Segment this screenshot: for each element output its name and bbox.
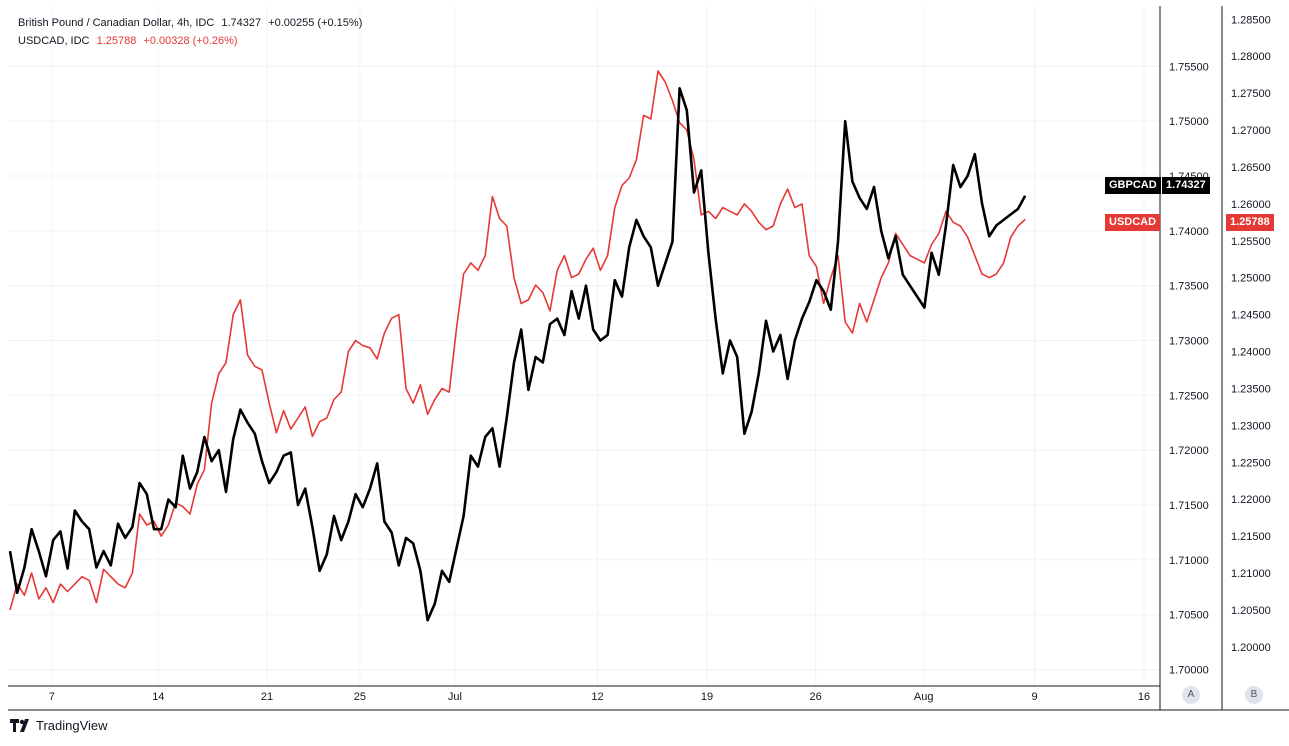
price-axis-b[interactable]: 1.28500 1.28000 1.27500 1.27000 1.26500 1.260… bbox=[1231, 14, 1271, 654]
axis-b-tick-label: 1.28000 bbox=[1231, 51, 1271, 63]
axis-a-tick-label: 1.73500 bbox=[1169, 281, 1209, 293]
axis-b-tick-label: 1.26000 bbox=[1231, 199, 1271, 211]
legend-usdcad-price: 1.25788 bbox=[96, 35, 137, 47]
tradingview-logo[interactable]: TradingView bbox=[10, 718, 108, 733]
axis-b-tick-label: 1.22000 bbox=[1231, 494, 1271, 506]
series-line-gbpcad[interactable] bbox=[8, 87, 1027, 622]
axis-a-tick-label: 1.72000 bbox=[1169, 445, 1209, 457]
axis-a-button[interactable]: A bbox=[1182, 686, 1200, 704]
axis-b-tick-label: 1.27000 bbox=[1231, 125, 1271, 137]
axis-b-tick-label: 1.23000 bbox=[1231, 420, 1271, 432]
legend-gbpcad-change: +0.00255 (+0.15%) bbox=[268, 17, 363, 29]
usdcad-price-badge: 1.25788 bbox=[1226, 214, 1274, 231]
axis-a-tick-label: 1.75500 bbox=[1169, 61, 1209, 73]
time-tick-label: 19 bbox=[701, 691, 713, 703]
axis-b-tick-label: 1.25500 bbox=[1231, 236, 1271, 248]
time-tick-label: 12 bbox=[591, 691, 603, 703]
legend-gbpcad-price: 1.74327 bbox=[221, 17, 262, 29]
time-tick-label: 16 bbox=[1138, 691, 1150, 703]
axis-a-tick-label: 1.75000 bbox=[1169, 116, 1209, 128]
usdcad-label-badge: USDCAD bbox=[1105, 214, 1161, 231]
axis-b-tick-label: 1.24000 bbox=[1231, 347, 1271, 359]
price-axis-a[interactable]: 1.755001.750001.745001.740001.735001.730… bbox=[1169, 61, 1209, 676]
axis-b-tick-label: 1.25000 bbox=[1231, 273, 1271, 285]
axis-b-tick-label: 1.26500 bbox=[1231, 162, 1271, 174]
axis-a-tick-label: 1.71500 bbox=[1169, 500, 1209, 512]
time-tick-label: 21 bbox=[261, 691, 273, 703]
legend-usdcad-change: +0.00328 (+0.26%) bbox=[143, 35, 238, 47]
legend-gbpcad[interactable]: British Pound / Canadian Dollar, 4h, IDC… bbox=[18, 17, 362, 29]
time-axis[interactable]: 7 14 21 25 Jul 12 19 26 Aug 9 16 bbox=[49, 691, 1150, 703]
grid bbox=[8, 6, 1160, 686]
time-tick-label: 26 bbox=[810, 691, 822, 703]
series-layer bbox=[8, 70, 1027, 622]
axis-b-tick-label: 1.24500 bbox=[1231, 310, 1271, 322]
legend-gbpcad-name: British Pound / Canadian Dollar, 4h, IDC bbox=[18, 17, 215, 29]
time-tick-label: Jul bbox=[448, 691, 462, 703]
axis-a-tick-label: 1.73000 bbox=[1169, 336, 1209, 348]
axis-b-tick-label: 1.27500 bbox=[1231, 88, 1271, 100]
axis-b-tick-label: 1.20500 bbox=[1231, 605, 1271, 617]
axis-a-tick-label: 1.70500 bbox=[1169, 610, 1209, 622]
time-tick-label: 14 bbox=[152, 691, 164, 703]
legend-usdcad-name: USDCAD, IDC bbox=[18, 35, 90, 47]
gbpcad-label-badge: GBPCAD bbox=[1105, 177, 1161, 194]
time-tick-label: 7 bbox=[49, 691, 55, 703]
axis-a-tick-label: 1.71000 bbox=[1169, 555, 1209, 567]
time-tick-label: 25 bbox=[354, 691, 366, 703]
gbpcad-price-badge: 1.74327 bbox=[1162, 177, 1210, 194]
axis-b-tick-label: 1.28500 bbox=[1231, 14, 1271, 26]
axis-b-tick-label: 1.22500 bbox=[1231, 457, 1271, 469]
tradingview-text: TradingView bbox=[36, 718, 108, 733]
axis-b-tick-label: 1.21000 bbox=[1231, 568, 1271, 580]
axis-b-tick-label: 1.20000 bbox=[1231, 642, 1271, 654]
axis-a-tick-label: 1.70000 bbox=[1169, 665, 1209, 677]
time-tick-label: Aug bbox=[914, 691, 934, 703]
axis-a-tick-label: 1.72500 bbox=[1169, 390, 1209, 402]
legend-usdcad[interactable]: USDCAD, IDC 1.25788 +0.00328 (+0.26%) bbox=[18, 35, 238, 47]
series-line-usdcad[interactable] bbox=[9, 70, 1026, 611]
axis-a-tick-label: 1.74000 bbox=[1169, 226, 1209, 238]
time-tick-label: 9 bbox=[1031, 691, 1037, 703]
tradingview-icon bbox=[10, 719, 29, 732]
axis-b-tick-label: 1.23500 bbox=[1231, 383, 1271, 395]
axis-b-button[interactable]: B bbox=[1245, 686, 1263, 704]
axis-b-tick-label: 1.21500 bbox=[1231, 531, 1271, 543]
